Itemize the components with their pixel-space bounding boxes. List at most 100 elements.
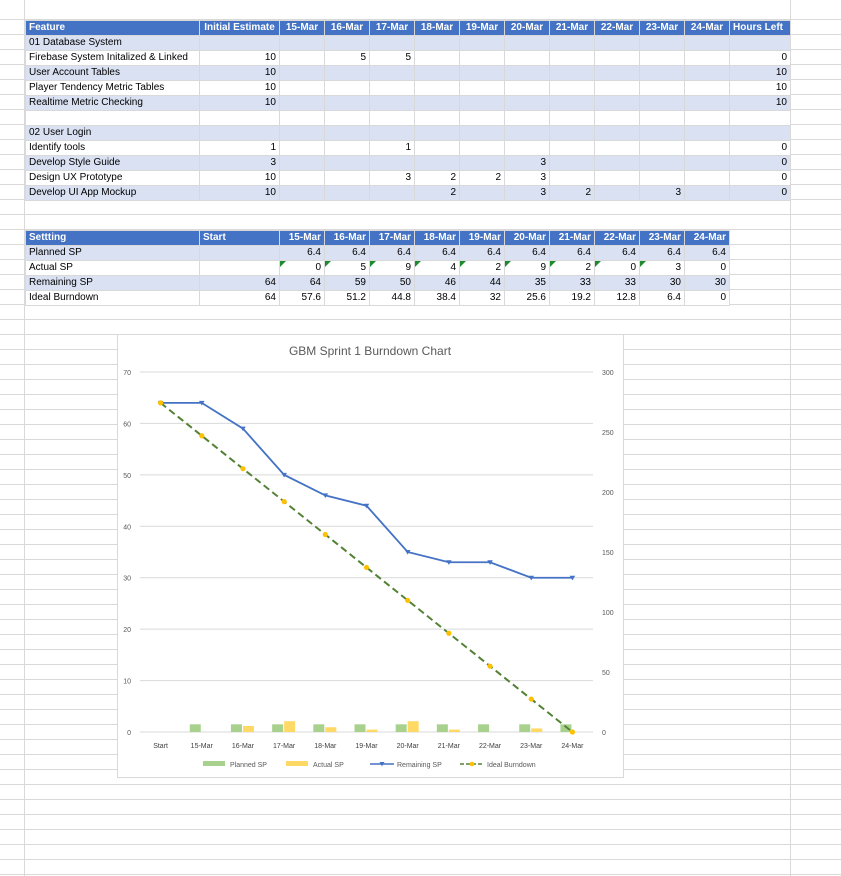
data-cell[interactable]: 3 [639, 260, 685, 276]
data-cell[interactable] [729, 35, 791, 51]
data-cell[interactable] [549, 80, 595, 96]
data-cell[interactable] [594, 50, 640, 66]
data-cell[interactable] [594, 95, 640, 111]
setting-label-cell[interactable]: Ideal Burndown [25, 290, 200, 306]
data-cell[interactable] [324, 125, 370, 141]
data-cell[interactable] [459, 35, 505, 51]
data-cell[interactable] [279, 110, 325, 126]
data-cell[interactable]: 4 [414, 260, 460, 276]
data-cell[interactable] [414, 50, 460, 66]
data-cell[interactable]: 0 [729, 140, 791, 156]
data-cell[interactable] [324, 80, 370, 96]
data-cell[interactable]: 6.4 [324, 245, 370, 261]
data-cell[interactable]: 6.4 [639, 290, 685, 306]
data-cell[interactable] [279, 35, 325, 51]
burndown-chart[interactable]: GBM Sprint 1 Burndown Chart 0 10 20 30 40 50 60… [117, 334, 624, 778]
setting-label-cell[interactable]: Actual SP [25, 260, 200, 276]
data-cell[interactable] [684, 95, 730, 111]
data-cell[interactable] [639, 80, 685, 96]
data-cell[interactable] [414, 155, 460, 171]
data-cell[interactable] [459, 155, 505, 171]
data-cell[interactable]: 33 [594, 275, 640, 291]
data-cell[interactable] [414, 125, 460, 141]
data-cell[interactable] [594, 155, 640, 171]
data-cell[interactable] [639, 110, 685, 126]
feature-label-cell[interactable]: Design UX Prototype [25, 170, 200, 186]
data-cell[interactable]: 6.4 [594, 245, 640, 261]
data-cell[interactable]: 12.8 [594, 290, 640, 306]
data-cell[interactable] [279, 140, 325, 156]
data-cell[interactable] [199, 260, 280, 276]
data-cell[interactable] [504, 65, 550, 81]
feature-label-cell[interactable]: Realtime Metric Checking [25, 95, 200, 111]
column-header[interactable]: Start [199, 230, 280, 246]
data-cell[interactable] [279, 80, 325, 96]
feature-label-cell[interactable]: Develop UI App Mockup [25, 185, 200, 201]
data-cell[interactable] [549, 50, 595, 66]
data-cell[interactable]: 6.4 [684, 245, 730, 261]
data-cell[interactable]: 3 [504, 155, 550, 171]
data-cell[interactable] [199, 245, 280, 261]
data-cell[interactable]: 33 [549, 275, 595, 291]
data-cell[interactable] [369, 110, 415, 126]
feature-label-cell[interactable]: Player Tendency Metric Tables [25, 80, 200, 96]
data-cell[interactable]: 6.4 [279, 245, 325, 261]
data-cell[interactable] [549, 155, 595, 171]
data-cell[interactable] [549, 140, 595, 156]
data-cell[interactable] [639, 65, 685, 81]
data-cell[interactable]: 19.2 [549, 290, 595, 306]
column-header[interactable]: 17-Mar [369, 230, 415, 246]
data-cell[interactable]: 0 [279, 260, 325, 276]
data-cell[interactable]: 0 [729, 185, 791, 201]
data-cell[interactable] [639, 170, 685, 186]
data-cell[interactable] [684, 80, 730, 96]
data-cell[interactable]: 2 [414, 170, 460, 186]
data-cell[interactable]: 0 [729, 155, 791, 171]
column-header[interactable]: Initial Estimate [199, 20, 280, 36]
column-header[interactable]: 22-Mar [594, 230, 640, 246]
data-cell[interactable] [324, 95, 370, 111]
data-cell[interactable]: 3 [369, 170, 415, 186]
data-cell[interactable] [369, 35, 415, 51]
data-cell[interactable] [594, 125, 640, 141]
data-cell[interactable]: 1 [369, 140, 415, 156]
data-cell[interactable] [279, 65, 325, 81]
data-cell[interactable] [414, 140, 460, 156]
data-cell[interactable]: 0 [729, 50, 791, 66]
data-cell[interactable]: 10 [729, 80, 791, 96]
data-cell[interactable]: 0 [684, 290, 730, 306]
column-header[interactable]: 20-Mar [504, 20, 550, 36]
data-cell[interactable] [729, 110, 791, 126]
data-cell[interactable] [639, 125, 685, 141]
data-cell[interactable] [324, 110, 370, 126]
data-cell[interactable] [684, 110, 730, 126]
data-cell[interactable]: 6.4 [414, 245, 460, 261]
data-cell[interactable]: 25.6 [504, 290, 550, 306]
data-cell[interactable]: 10 [199, 50, 280, 66]
data-cell[interactable]: 50 [369, 275, 415, 291]
column-header[interactable]: 18-Mar [414, 20, 460, 36]
data-cell[interactable] [549, 170, 595, 186]
data-cell[interactable] [504, 140, 550, 156]
data-cell[interactable]: 44 [459, 275, 505, 291]
data-cell[interactable] [729, 125, 791, 141]
data-cell[interactable] [279, 185, 325, 201]
data-cell[interactable]: 44.8 [369, 290, 415, 306]
data-cell[interactable] [684, 170, 730, 186]
data-cell[interactable] [504, 95, 550, 111]
column-header[interactable]: 22-Mar [594, 20, 640, 36]
data-cell[interactable] [459, 110, 505, 126]
data-cell[interactable] [414, 95, 460, 111]
data-cell[interactable] [369, 95, 415, 111]
column-header[interactable]: 19-Mar [459, 20, 505, 36]
column-header[interactable]: 16-Mar [324, 230, 370, 246]
data-cell[interactable] [414, 110, 460, 126]
data-cell[interactable]: 64 [279, 275, 325, 291]
data-cell[interactable]: 2 [414, 185, 460, 201]
data-cell[interactable]: 32 [459, 290, 505, 306]
data-cell[interactable] [504, 125, 550, 141]
data-cell[interactable]: 0 [729, 170, 791, 186]
data-cell[interactable]: 6.4 [459, 245, 505, 261]
feature-label-cell[interactable]: Develop Style Guide [25, 155, 200, 171]
data-cell[interactable]: 6.4 [504, 245, 550, 261]
